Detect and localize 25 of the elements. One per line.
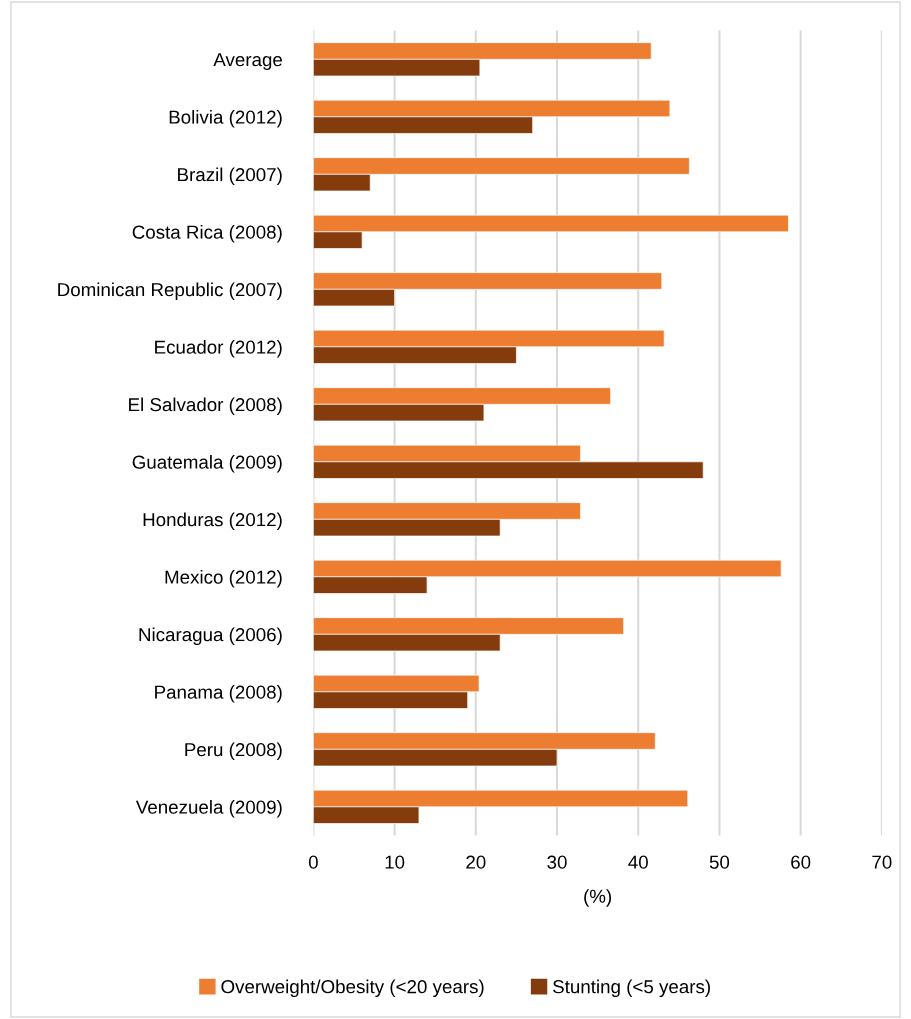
y-tick-label: Venezuela (2009)	[135, 800, 282, 818]
legend-label: Overweight/Obesity (<20 years)	[221, 979, 484, 998]
x-tick-label: 50	[709, 855, 730, 869]
x-tick-label: 60	[791, 855, 811, 869]
x-tick-label: 30	[547, 855, 567, 869]
y-tick-label: El Salvador (2008)	[129, 397, 282, 415]
y-tick-label: Average	[213, 53, 282, 70]
y-tick-label: Mexico (2012)	[165, 570, 282, 588]
legend-label: Stunting (<5 years)	[553, 979, 710, 998]
x-tick-label: 20	[466, 855, 486, 869]
y-tick-label: Ecuador (2012)	[155, 340, 282, 358]
y-tick-label: Nicaragua (2006)	[139, 627, 282, 646]
y-tick-label: Panama (2008)	[155, 685, 282, 703]
x-tick-label: 40	[628, 855, 648, 869]
x-tick-label: 10	[385, 855, 405, 869]
y-tick-label: Honduras (2012)	[143, 512, 282, 530]
y-tick-label: Peru (2008)	[185, 742, 282, 760]
y-tick-label: Brazil (2007)	[178, 167, 282, 185]
y-tick-label: Costa Rica (2008)	[132, 225, 282, 243]
x-tick-label: 70	[872, 855, 892, 869]
y-tick-label: Bolivia (2012)	[169, 110, 282, 128]
y-tick-label: Dominican Republic (2007)	[58, 282, 282, 301]
x-axis-title: (%)	[584, 889, 612, 907]
y-tick-label: Guatemala (2009)	[132, 455, 282, 473]
x-tick-label: 0	[308, 855, 318, 869]
